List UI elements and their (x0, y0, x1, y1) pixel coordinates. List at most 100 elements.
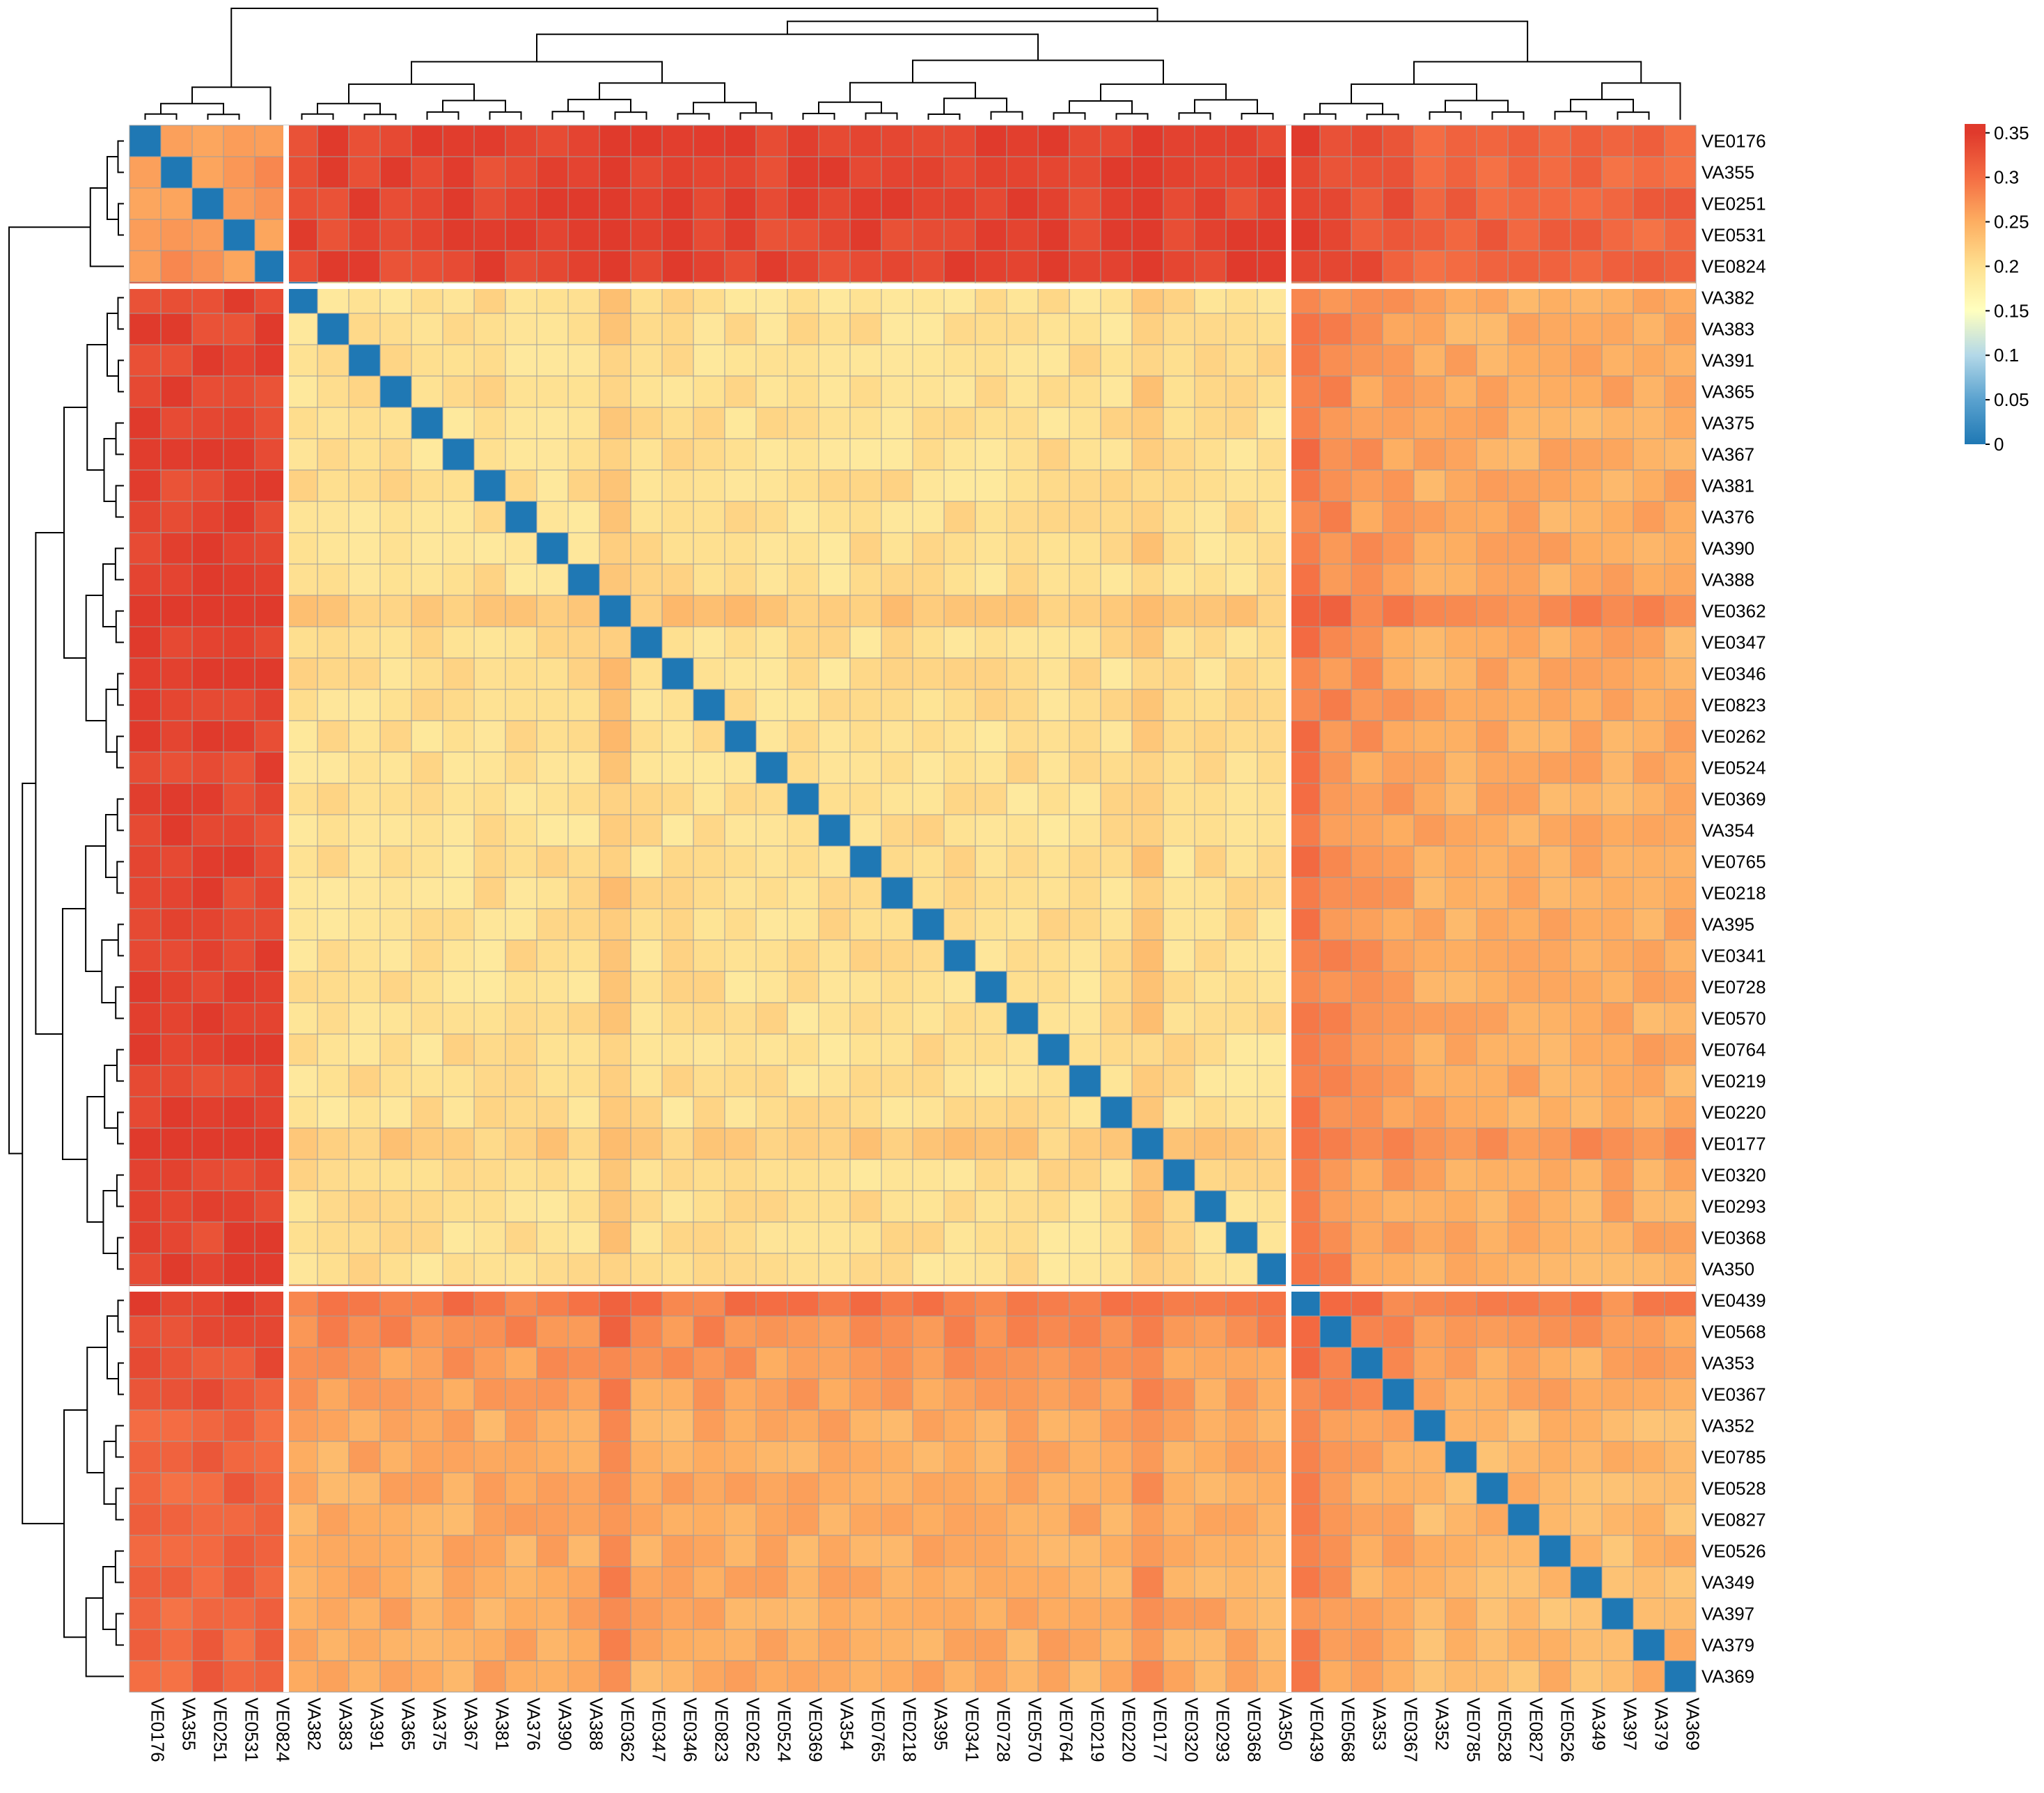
heatmap-cell (661, 1441, 694, 1473)
heatmap-cell (223, 219, 256, 251)
heatmap-cell (1100, 156, 1133, 189)
heatmap-cell (1319, 438, 1352, 471)
heatmap-cell (1257, 1566, 1289, 1599)
heatmap-cell (1100, 720, 1133, 753)
heatmap-cell (1351, 720, 1383, 753)
heatmap-cell (630, 845, 663, 878)
heatmap-cell (1288, 1002, 1321, 1035)
heatmap-cell (1664, 532, 1697, 565)
heatmap-cell (285, 1503, 318, 1536)
heatmap-cell (1257, 250, 1289, 283)
heatmap-cell (285, 877, 318, 909)
heatmap-cell (1225, 1221, 1258, 1254)
heatmap-cell (1351, 501, 1383, 533)
heatmap-cell (160, 532, 193, 565)
heatmap-cell (223, 1441, 256, 1473)
heatmap-cell (693, 250, 725, 283)
heatmap-cell (473, 939, 506, 972)
heatmap-cell (1194, 1253, 1227, 1285)
heatmap-cell (599, 751, 631, 784)
heatmap-cell (1664, 125, 1697, 157)
heatmap-cell (1069, 1660, 1101, 1693)
heatmap-cell (661, 720, 694, 753)
heatmap-cell (1131, 845, 1164, 878)
heatmap-cell (943, 1441, 976, 1473)
heatmap-cell (348, 1065, 381, 1097)
heatmap-cell (818, 720, 851, 753)
heatmap-cell (975, 438, 1007, 471)
heatmap-cell (755, 187, 788, 220)
heatmap-cell (505, 1127, 537, 1160)
heatmap-cell (1445, 250, 1477, 283)
row-dendrogram-branch (115, 986, 124, 1019)
heatmap-cell (191, 908, 224, 941)
heatmap-cell (536, 689, 569, 721)
heatmap-cell (787, 1441, 819, 1473)
heatmap-cell (348, 125, 381, 157)
heatmap-cell (630, 250, 663, 283)
heatmap-cell (1539, 1409, 1571, 1442)
heatmap-cell (285, 438, 318, 471)
heatmap-cell (755, 313, 788, 345)
heatmap-cell (1100, 1127, 1133, 1160)
heatmap-cell (1413, 1315, 1446, 1348)
heatmap-cell (1100, 1629, 1133, 1661)
heatmap-cell (1351, 344, 1383, 377)
heatmap-cell (1413, 971, 1446, 1003)
heatmap-cell (1037, 1409, 1070, 1442)
heatmap-cell (505, 1441, 537, 1473)
heatmap-cell (849, 1472, 882, 1505)
heatmap-cell (1257, 1378, 1289, 1411)
heatmap-cell (1507, 939, 1540, 972)
heatmap-cell (1037, 689, 1070, 721)
heatmap-cell (818, 313, 851, 345)
heatmap-cell (818, 814, 851, 847)
heatmap-cell (755, 1096, 788, 1129)
heatmap-cell (1664, 971, 1697, 1003)
heatmap-cell (1037, 1597, 1070, 1630)
heatmap-cell (411, 1033, 443, 1066)
heatmap-cell (1633, 689, 1665, 721)
heatmap-cell (191, 751, 224, 784)
heatmap-cell (1382, 1629, 1415, 1661)
heatmap-cell (1131, 939, 1164, 972)
heatmap-cell (724, 313, 757, 345)
heatmap-cell (1413, 1253, 1446, 1285)
heatmap-cell (191, 125, 224, 157)
heatmap-cell (724, 1127, 757, 1160)
heatmap-cell (693, 532, 725, 565)
heatmap-cell (1633, 125, 1665, 157)
heatmap-cell (630, 532, 663, 565)
heatmap-cell (1664, 1127, 1697, 1160)
row-dendrogram-branch (115, 1425, 124, 1458)
heatmap-cell (191, 438, 224, 471)
heatmap-cell (379, 939, 412, 972)
heatmap-cell (348, 845, 381, 878)
heatmap-cell (348, 814, 381, 847)
heatmap-cell (129, 1566, 162, 1599)
heatmap-cell (285, 626, 318, 659)
heatmap-cell (787, 908, 819, 941)
heatmap-cell (693, 1441, 725, 1473)
heatmap-cell (505, 657, 537, 690)
heatmap-cell (724, 814, 757, 847)
heatmap-cell (630, 595, 663, 627)
heatmap-cell (599, 1347, 631, 1379)
heatmap-cell (1539, 1347, 1571, 1379)
heatmap-cell (1288, 1441, 1321, 1473)
heatmap-cell (1445, 563, 1477, 596)
heatmap-cell (1351, 689, 1383, 721)
heatmap-cell (442, 1566, 475, 1599)
heatmap-cell (442, 532, 475, 565)
heatmap-cell (1539, 814, 1571, 847)
heatmap-cell (254, 1253, 287, 1285)
heatmap-cell (191, 1002, 224, 1035)
heatmap-cell (1319, 156, 1352, 189)
heatmap-cell (1100, 1221, 1133, 1254)
legend-color-bar (1965, 124, 1986, 444)
heatmap-cell (630, 1378, 663, 1411)
heatmap-cell (1633, 626, 1665, 659)
heatmap-cell (1100, 469, 1133, 502)
heatmap-cell (317, 595, 349, 627)
heatmap-cell (912, 156, 945, 189)
